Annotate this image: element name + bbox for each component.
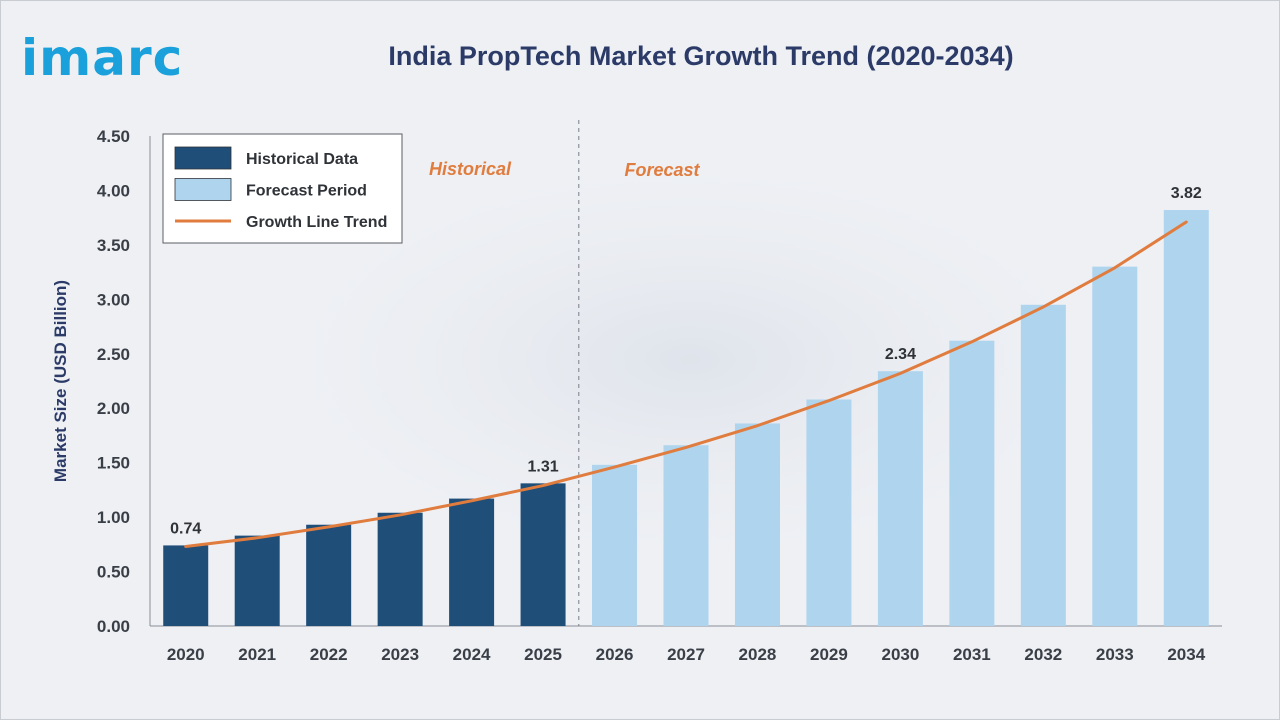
bar-2024	[449, 498, 495, 626]
bar-2022	[306, 524, 352, 626]
bar-2032	[1020, 304, 1066, 626]
bar-2033	[1092, 266, 1138, 626]
chart-title: India PropTech Market Growth Trend (2020…	[388, 41, 1014, 71]
y-tick-label: 0.50	[97, 563, 130, 582]
data-label-2025: 1.31	[527, 458, 558, 475]
legend-label: Historical Data	[246, 151, 358, 168]
y-tick-label: 0.00	[97, 617, 130, 636]
y-tick-label: 4.00	[97, 181, 130, 200]
y-tick-label: 3.50	[97, 236, 130, 255]
bar-2031	[949, 340, 995, 626]
x-tick-label: 2020	[167, 645, 205, 664]
data-label-2020: 0.74	[170, 520, 201, 537]
x-tick-label: 2022	[310, 645, 348, 664]
imarc-logo: imarc	[21, 29, 184, 87]
bar-2025	[520, 483, 566, 626]
x-tick-label: 2032	[1024, 645, 1062, 664]
x-tick-label: 2021	[238, 645, 276, 664]
data-label-2034: 3.82	[1171, 185, 1202, 202]
legend-label: Forecast Period	[246, 183, 367, 200]
historical-period-label: Historical	[429, 159, 512, 179]
x-tick-label: 2031	[953, 645, 991, 664]
data-label-2030: 2.34	[885, 346, 916, 363]
x-tick-label: 2033	[1096, 645, 1134, 664]
x-tick-label: 2025	[524, 645, 562, 664]
bar-2021	[234, 535, 280, 626]
x-tick-label: 2029	[810, 645, 848, 664]
y-tick-label: 2.50	[97, 345, 130, 364]
legend-label: Growth Line Trend	[246, 214, 387, 231]
x-tick-label: 2026	[596, 645, 634, 664]
bar-2027	[663, 445, 709, 626]
x-tick-label: 2034	[1167, 645, 1205, 664]
growth-trend-line	[184, 220, 1188, 549]
bar-2026	[592, 464, 638, 626]
bar-2034	[1163, 210, 1209, 627]
y-tick-label: 1.00	[97, 508, 130, 527]
legend-swatch-1	[174, 178, 232, 201]
y-tick-label: 3.00	[97, 290, 130, 309]
x-tick-label: 2027	[667, 645, 705, 664]
x-tick-label: 2030	[881, 645, 919, 664]
y-axis-title: Market Size (USD Billion)	[51, 280, 70, 482]
bar-2020	[163, 545, 209, 626]
x-tick-label: 2028	[739, 645, 777, 664]
x-tick-label: 2024	[453, 645, 491, 664]
legend-swatch-0	[174, 146, 232, 170]
x-tick-label: 2023	[381, 645, 419, 664]
bar-2029	[806, 399, 852, 626]
y-tick-label: 4.50	[97, 127, 130, 146]
bar-2030	[877, 371, 923, 626]
forecast-period-label: Forecast	[624, 160, 700, 180]
y-tick-label: 2.00	[97, 399, 130, 418]
world-map-watermark	[220, 130, 1160, 590]
y-tick-label: 1.50	[97, 454, 130, 473]
bar-2023	[377, 512, 423, 626]
bar-2028	[734, 423, 780, 626]
